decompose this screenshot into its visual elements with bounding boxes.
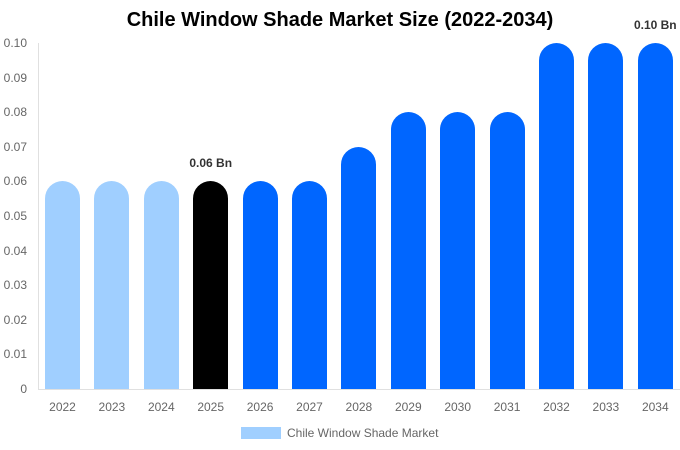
x-tick-label: 2028	[345, 400, 373, 414]
data-label: 0.10 Bn	[633, 18, 677, 32]
bar-2032[interactable]	[539, 43, 574, 389]
x-tick-label: 2033	[592, 400, 620, 414]
x-tick-label: 2023	[98, 400, 126, 414]
y-tick-label: 0	[20, 382, 27, 396]
bar-2025[interactable]	[193, 181, 229, 389]
y-tick-label: 0.06	[3, 174, 27, 189]
bar-2029[interactable]	[390, 112, 426, 389]
bar-2028[interactable]	[341, 146, 377, 389]
y-tick-label: 0.09	[3, 70, 27, 85]
y-tick-label: 0.04	[3, 243, 27, 258]
chart-title: Chile Window Shade Market Size (2022-203…	[126, 9, 554, 31]
x-tick-label: 2022	[49, 400, 76, 414]
legend-label: Chile Window Shade Market	[287, 426, 439, 440]
x-tick-label: 2032	[543, 400, 570, 414]
y-tick-label: 0.08	[3, 105, 27, 120]
x-tick-label: 2034	[641, 400, 669, 414]
bar-2023[interactable]	[94, 181, 130, 389]
bar-2031[interactable]	[489, 112, 525, 389]
bar-2027[interactable]	[292, 181, 327, 389]
y-axis-line	[38, 43, 39, 390]
x-tick-label: 2029	[394, 400, 422, 414]
data-label: 0.06 Bn	[189, 156, 233, 171]
x-tick-label: 2025	[197, 400, 225, 414]
y-tick-label: 0.07	[3, 139, 27, 154]
x-tick-label: 2027	[296, 400, 323, 414]
legend[interactable]: Chile Window Shade Market	[241, 426, 438, 440]
x-tick-label: 2030	[444, 400, 472, 414]
y-tick-label: 0.03	[3, 278, 27, 293]
bar-2024[interactable]	[143, 181, 179, 389]
y-tick-label: 0.10	[3, 36, 27, 50]
x-tick-label: 2026	[246, 400, 274, 414]
bar-2030[interactable]	[440, 112, 476, 389]
bar-2033[interactable]	[588, 43, 624, 389]
x-axis-line	[38, 389, 680, 390]
y-tick-label: 0.05	[3, 209, 27, 223]
y-tick-label: 0.01	[3, 347, 27, 362]
x-tick-label: 2024	[147, 400, 175, 414]
y-tick-label: 0.02	[3, 312, 27, 327]
legend-swatch	[241, 427, 281, 439]
bar-2022[interactable]	[45, 181, 80, 389]
bar-2026[interactable]	[242, 181, 278, 389]
bar-2034[interactable]	[637, 43, 673, 389]
x-tick-label: 2031	[493, 400, 521, 414]
